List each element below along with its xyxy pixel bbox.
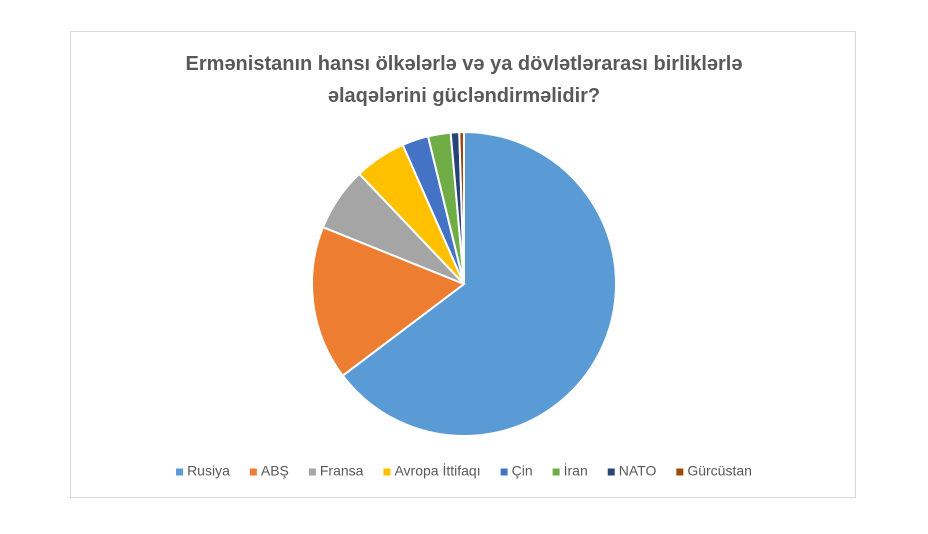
chart-title: Ermənistanın hansı ölkələrlə və ya dövlə… — [185, 53, 743, 107]
pie-slice — [458, 130, 465, 285]
legend-swatch — [383, 468, 391, 476]
pie-slice — [311, 225, 467, 378]
legend-swatch — [249, 468, 257, 476]
legend-swatch — [176, 468, 184, 476]
legend-swatch — [607, 468, 615, 476]
legend-label: Çin — [512, 463, 533, 479]
legend-swatch — [308, 468, 316, 476]
legend-label: Avropa İttifaqı — [394, 462, 480, 479]
legend-label: Fransa — [320, 463, 364, 479]
legend-label: NATO — [619, 463, 657, 479]
legend-label: ABŞ — [261, 463, 289, 479]
legend-swatch — [552, 468, 560, 476]
legend-swatch — [676, 468, 684, 476]
pie-slice — [341, 130, 617, 437]
legend-swatch — [500, 468, 508, 476]
chart-frame — [70, 31, 856, 498]
legend-label: Gürcüstan — [687, 463, 752, 479]
legend-label: İran — [564, 462, 588, 479]
legend-label: Rusiya — [187, 463, 230, 479]
